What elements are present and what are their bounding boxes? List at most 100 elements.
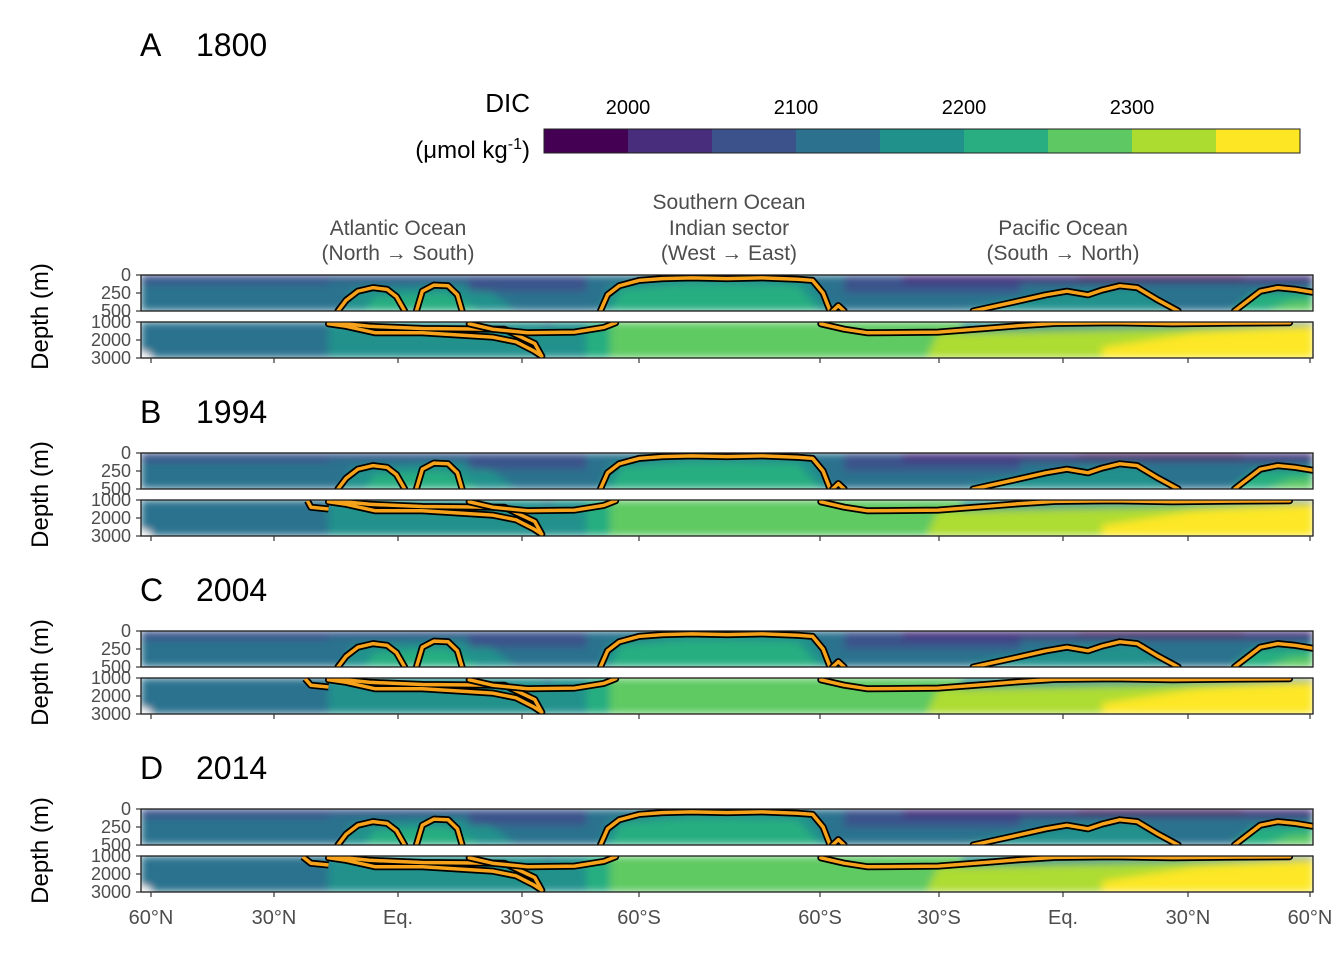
y-tick-label: 0 — [121, 265, 131, 285]
section-southern-sector: Indian sector — [669, 217, 789, 240]
y-tick-label: 250 — [101, 817, 131, 837]
y-tick-label: 500 — [101, 657, 131, 677]
y-axis-title: Depth (m) — [27, 797, 54, 904]
y-tick-label: 3000 — [91, 704, 131, 724]
legend-tick-label: 2300 — [1110, 97, 1155, 119]
dic-region — [1266, 834, 1313, 845]
contour-line — [414, 461, 464, 489]
x-tick-label: Eq. — [1048, 907, 1078, 929]
contour-line — [326, 678, 544, 714]
section-pacific-direction: (South → North) — [987, 242, 1140, 265]
y-tick-label: 1000 — [91, 312, 131, 332]
y-tick-label: 2000 — [91, 508, 131, 528]
depth-upper-field — [141, 453, 1313, 489]
dic-cell — [1078, 453, 1243, 459]
dic-cell — [141, 886, 151, 892]
y-tick-label: 3000 — [91, 348, 131, 368]
dic-cell — [469, 631, 587, 648]
contour-line — [336, 641, 407, 667]
y-tick-label: 500 — [101, 479, 131, 499]
contour-line — [830, 659, 846, 667]
dic-region — [1266, 656, 1313, 667]
panel-letter: B — [140, 394, 161, 430]
contour-line — [1232, 463, 1313, 489]
contour-line — [326, 322, 544, 358]
x-tick-label: 30°N — [252, 907, 297, 929]
contour-line — [467, 856, 618, 869]
dic-cell — [328, 809, 528, 815]
contour-line — [326, 500, 544, 536]
panel-year: 2014 — [196, 750, 267, 786]
y-axis-title: Depth (m) — [27, 441, 54, 548]
section-atlantic-direction: (North → South) — [322, 242, 475, 265]
x-tick-label: 30°N — [1166, 907, 1211, 929]
dic-region — [609, 818, 821, 845]
y-tick-label: 2000 — [91, 864, 131, 884]
dic-region — [609, 462, 821, 489]
y-tick-label: 0 — [121, 621, 131, 641]
x-axis: 60°N 30°N Eq. 30°S 60°S 60°S 30°S Eq. 30°N 60°N — [129, 907, 1333, 929]
contour-line — [598, 276, 832, 311]
legend-unit-exponent: -1 — [508, 136, 522, 153]
colorbar-legend: DIC (μmol kg-1) 2000 2100 2200 2300 — [415, 88, 1301, 164]
panel-year: 1800 — [196, 27, 267, 63]
contour-line — [414, 639, 464, 667]
y-tick-label: 3000 — [91, 526, 131, 546]
depth-upper-field — [141, 809, 1313, 845]
dic-cell — [469, 453, 587, 470]
panel-year: 1994 — [196, 394, 267, 430]
contour-line — [336, 819, 407, 845]
legend-bin — [1132, 129, 1216, 153]
dic-cell — [141, 352, 151, 358]
dic-region — [1102, 325, 1313, 358]
contour-line — [971, 462, 1180, 489]
y-tick-label: 1000 — [91, 490, 131, 510]
legend-tick-labels: 2000 2100 2200 2300 — [606, 97, 1155, 119]
contour-line — [467, 500, 618, 513]
y-tick-label: 2000 — [91, 330, 131, 350]
y-tick-label: 500 — [101, 835, 131, 855]
contour-line — [414, 817, 464, 845]
panel-letter: C — [140, 572, 163, 608]
contour-line — [971, 284, 1180, 311]
depth-lower-field — [141, 322, 1313, 358]
y-tick-label: 500 — [101, 301, 131, 321]
contour-line — [598, 454, 832, 489]
section-southern-direction: (West → East) — [661, 242, 797, 265]
contour-line — [467, 322, 618, 335]
legend-title: DIC — [485, 88, 530, 118]
x-tick-label: 30°S — [917, 907, 961, 929]
panel-year: 2004 — [196, 572, 267, 608]
dic-cell — [328, 453, 528, 459]
y-tick-label: 250 — [101, 461, 131, 481]
contour-line — [819, 500, 1292, 513]
dic-cell — [141, 708, 151, 714]
legend-unit-prefix: (μmol kg — [415, 137, 508, 164]
dic-region — [609, 284, 821, 311]
contour-line — [1232, 819, 1313, 845]
dic-cell — [141, 275, 329, 284]
y-tick-label: 1000 — [91, 846, 131, 866]
legend-tick-label: 2100 — [774, 97, 819, 119]
legend-bin — [1216, 129, 1300, 153]
contour-line — [598, 810, 832, 845]
panel-letter: A — [140, 27, 162, 63]
depth-upper-field — [141, 275, 1313, 311]
section-pacific-label: Pacific Ocean — [998, 217, 1128, 240]
dic-region — [1102, 503, 1313, 536]
contour-line — [336, 285, 407, 311]
legend-bin — [544, 129, 628, 153]
contour-line — [1232, 641, 1313, 667]
dic-cell — [141, 631, 329, 640]
legend-bin — [964, 129, 1048, 153]
legend-frame — [543, 128, 1301, 154]
legend-bin — [1048, 129, 1132, 153]
x-tick-label: Eq. — [383, 907, 413, 929]
contour-line — [303, 678, 329, 689]
x-tick-label: 60°N — [129, 907, 174, 929]
dic-cell — [1078, 275, 1243, 281]
contour-line — [326, 856, 544, 892]
contour-line — [305, 500, 329, 511]
contour-line — [336, 463, 407, 489]
